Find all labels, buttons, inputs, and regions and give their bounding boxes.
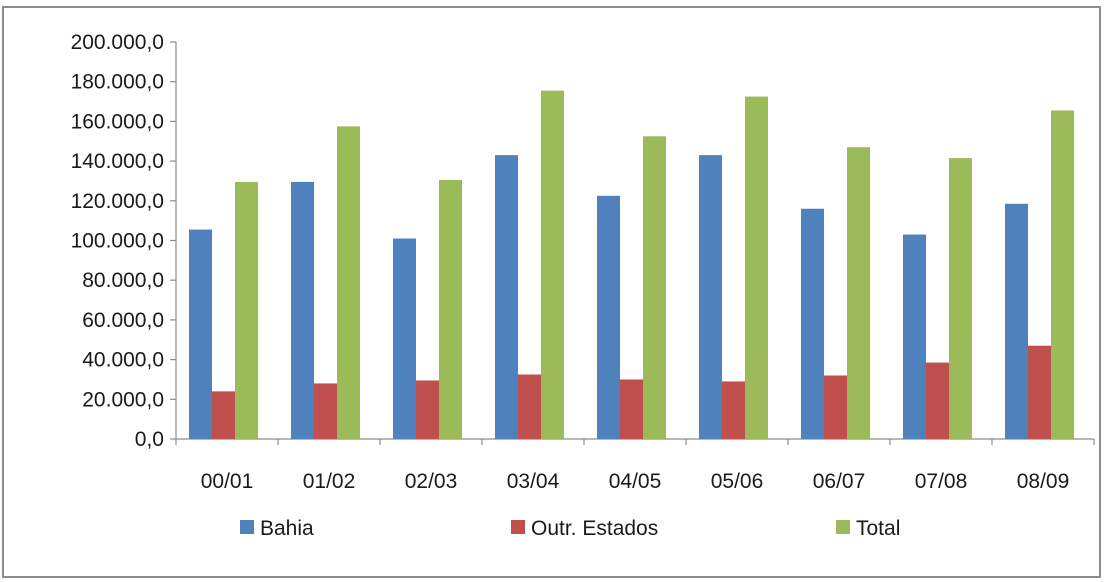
bar-outr-estados-02-03 [416, 380, 439, 439]
y-tick-label: 40.000,0 [82, 349, 164, 372]
y-tick-label: 100.000,0 [71, 230, 164, 253]
legend: Bahia Outr. Estados Total [240, 517, 900, 540]
bar-bahia-07-08 [903, 234, 926, 439]
bar-outr-estados-05-06 [722, 381, 745, 439]
y-tick-label: 120.000,0 [71, 190, 164, 213]
bar-total-07-08 [949, 158, 972, 439]
x-tick-label: 04/05 [609, 470, 662, 493]
x-tick-label: 03/04 [507, 470, 560, 493]
y-tick-label: 140.000,0 [71, 150, 164, 173]
y-tick-label: 200.000,0 [71, 31, 164, 54]
bar-total-08-09 [1051, 110, 1074, 440]
bar-total-04-05 [643, 136, 666, 439]
bar-outr-estados-01-02 [314, 383, 337, 439]
bar-bahia-08-09 [1005, 203, 1028, 439]
legend-label-total: Total [856, 517, 900, 540]
x-axis: 00/01 01/02 02/03 03/04 04/05 05/06 06/07 07/08… [175, 438, 1095, 493]
bar-total-00-01 [235, 181, 258, 439]
bar-total-02-03 [439, 179, 462, 439]
bar-total-01-02 [337, 126, 360, 440]
bar-total-05-06 [745, 96, 768, 440]
y-tick-label: 20.000,0 [82, 388, 164, 411]
bar-bahia-04-05 [597, 195, 620, 439]
x-tick-label: 07/08 [915, 470, 968, 493]
y-tick-label: 80.000,0 [82, 269, 164, 292]
x-tick-label: 01/02 [303, 470, 356, 493]
legend-label-outr-estados: Outr. Estados [531, 517, 658, 540]
y-tick-label: 0,0 [135, 428, 164, 451]
y-tick-label: 60.000,0 [82, 309, 164, 332]
legend-swatch-bahia [240, 520, 254, 534]
bar-outr-estados-06-07 [824, 375, 847, 439]
x-tick-label: 08/09 [1017, 470, 1070, 493]
bar-outr-estados-03-04 [518, 374, 541, 439]
bar-outr-estados-08-09 [1028, 345, 1051, 439]
bars [189, 90, 1074, 440]
x-tick-label: 02/03 [405, 470, 458, 493]
bar-bahia-02-03 [393, 238, 416, 439]
bar-bahia-03-04 [495, 155, 518, 439]
bar-bahia-05-06 [699, 155, 722, 439]
bar-bahia-06-07 [801, 208, 824, 439]
legend-swatch-total [836, 520, 850, 534]
bar-bahia-00-01 [189, 229, 212, 439]
bar-outr-estados-07-08 [926, 362, 949, 439]
y-tick-label: 160.000,0 [71, 110, 164, 133]
x-tick-label: 06/07 [813, 470, 866, 493]
legend-swatch-outr-estados [511, 520, 525, 534]
y-tick-label: 180.000,0 [71, 71, 164, 94]
y-axis: 0,0 20.000,0 40.000,0 60.000,0 80.000,0 100.0… [71, 31, 177, 451]
legend-label-bahia: Bahia [260, 517, 314, 540]
bar-outr-estados-04-05 [620, 379, 643, 439]
x-tick-label: 05/06 [711, 470, 764, 493]
x-tick-label: 00/01 [201, 470, 254, 493]
bar-bahia-01-02 [291, 181, 314, 439]
bar-total-06-07 [847, 147, 870, 439]
bar-total-03-04 [541, 90, 564, 439]
bar-outr-estados-00-01 [212, 391, 235, 439]
